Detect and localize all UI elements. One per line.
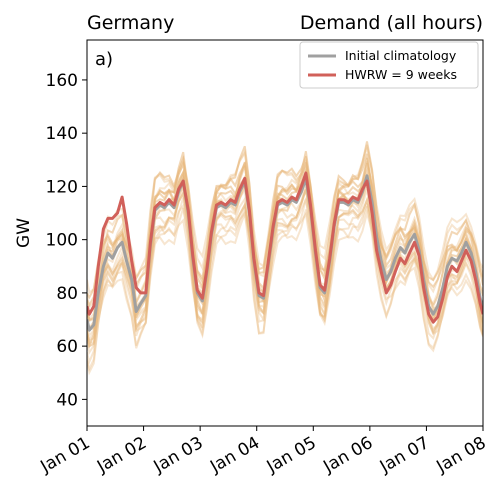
y-axis-ticks: 40 60 80 100 120 140 160 xyxy=(46,71,87,410)
legend-box xyxy=(299,41,479,89)
panel-label: a) xyxy=(95,49,113,70)
legend-label-hwrw-9-weeks: HWRW = 9 weeks xyxy=(345,67,457,82)
x-tick-label: Jan 02 xyxy=(93,433,150,477)
x-tick-label: Jan 06 xyxy=(319,433,376,477)
chart-title-left: Germany xyxy=(87,12,174,34)
legend-label-initial-climatology: Initial climatology xyxy=(345,48,457,63)
x-tick-label: Jan 08 xyxy=(433,433,490,477)
plot-area xyxy=(87,141,483,376)
ensemble-layer xyxy=(87,141,483,376)
y-axis-label: GW xyxy=(14,218,34,248)
ensemble-member-line xyxy=(87,188,483,342)
legend: Initial climatology HWRW = 9 weeks xyxy=(299,41,479,89)
y-tick-label: 120 xyxy=(46,177,78,197)
x-tick-label: Jan 07 xyxy=(376,433,433,477)
series-layer xyxy=(87,171,483,332)
plot-frame xyxy=(86,39,484,427)
x-tick-label: Jan 01 xyxy=(37,433,94,477)
x-axis-ticks: Jan 01 Jan 02 Jan 03 Jan 04 Jan 05 Jan 06 Jan … xyxy=(37,426,490,477)
ensemble-member-line xyxy=(87,141,483,323)
x-tick-label: Jan 05 xyxy=(263,433,320,477)
ensemble-member-line xyxy=(87,209,483,344)
ensemble-member-line xyxy=(87,147,483,295)
x-tick-label: Jan 04 xyxy=(206,433,263,477)
y-tick-label: 140 xyxy=(46,124,78,144)
ensemble-member-line xyxy=(87,188,483,376)
ensemble-member-line xyxy=(87,195,483,343)
y-tick-label: 40 xyxy=(56,390,78,410)
ensemble-member-line xyxy=(87,189,483,331)
ensemble-member-line xyxy=(87,203,483,372)
series-line-hwrw-9-weeks xyxy=(87,171,483,324)
chart-title-right: Demand (all hours) xyxy=(300,12,483,34)
y-tick-label: 160 xyxy=(46,71,78,91)
y-tick-label: 60 xyxy=(56,337,78,357)
y-tick-label: 80 xyxy=(56,284,78,304)
x-tick-label: Jan 03 xyxy=(150,433,207,477)
y-tick-label: 100 xyxy=(46,231,78,251)
ensemble-member-line xyxy=(87,144,483,310)
